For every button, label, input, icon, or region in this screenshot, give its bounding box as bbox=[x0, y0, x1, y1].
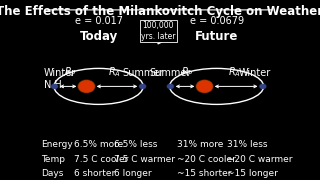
Circle shape bbox=[52, 85, 57, 88]
Circle shape bbox=[167, 84, 173, 89]
Circle shape bbox=[52, 84, 58, 89]
Text: e = 0.017: e = 0.017 bbox=[75, 16, 123, 26]
Circle shape bbox=[260, 85, 265, 88]
Text: 6.5% more: 6.5% more bbox=[75, 140, 124, 149]
Text: e = 0.0679: e = 0.0679 bbox=[189, 16, 244, 26]
Text: 31% more: 31% more bbox=[177, 140, 223, 149]
Text: $R_A$: $R_A$ bbox=[108, 65, 121, 79]
Text: Summer: Summer bbox=[122, 68, 163, 78]
Text: 7.5 C cooler: 7.5 C cooler bbox=[75, 155, 129, 164]
Circle shape bbox=[196, 80, 213, 93]
Text: Today: Today bbox=[79, 30, 118, 43]
Circle shape bbox=[140, 84, 146, 89]
Text: ~20 C cooler: ~20 C cooler bbox=[177, 155, 236, 164]
Text: 7.5 C warmer: 7.5 C warmer bbox=[114, 155, 175, 164]
Text: 6 shorter: 6 shorter bbox=[75, 169, 116, 178]
Circle shape bbox=[140, 85, 145, 88]
Text: $R_A$: $R_A$ bbox=[228, 65, 241, 79]
Text: ~15 shorter: ~15 shorter bbox=[177, 169, 231, 178]
Text: Days: Days bbox=[41, 169, 63, 178]
Text: 6.5% less: 6.5% less bbox=[114, 140, 158, 149]
Text: $R_P$: $R_P$ bbox=[64, 65, 77, 79]
Circle shape bbox=[197, 81, 212, 92]
Text: Temp: Temp bbox=[41, 155, 65, 164]
Text: 31% less: 31% less bbox=[228, 140, 268, 149]
Text: Winter: Winter bbox=[238, 68, 271, 78]
Circle shape bbox=[79, 81, 94, 92]
Text: ~20 C warmer: ~20 C warmer bbox=[228, 155, 293, 164]
Circle shape bbox=[168, 85, 173, 88]
Text: Future: Future bbox=[195, 30, 238, 43]
Text: The Effects of the Milankovitch Cycle on Weather: The Effects of the Milankovitch Cycle on… bbox=[0, 4, 320, 17]
Text: Summer: Summer bbox=[150, 68, 191, 78]
Circle shape bbox=[260, 84, 266, 89]
Text: $R_P$: $R_P$ bbox=[181, 65, 194, 79]
Text: ~15 longer: ~15 longer bbox=[228, 169, 278, 178]
Text: Winter
N.H.: Winter N.H. bbox=[44, 68, 76, 90]
Text: 6 longer: 6 longer bbox=[114, 169, 152, 178]
Circle shape bbox=[78, 80, 95, 93]
Text: Energy: Energy bbox=[41, 140, 73, 149]
Text: 100,000
yrs. later: 100,000 yrs. later bbox=[141, 21, 175, 40]
